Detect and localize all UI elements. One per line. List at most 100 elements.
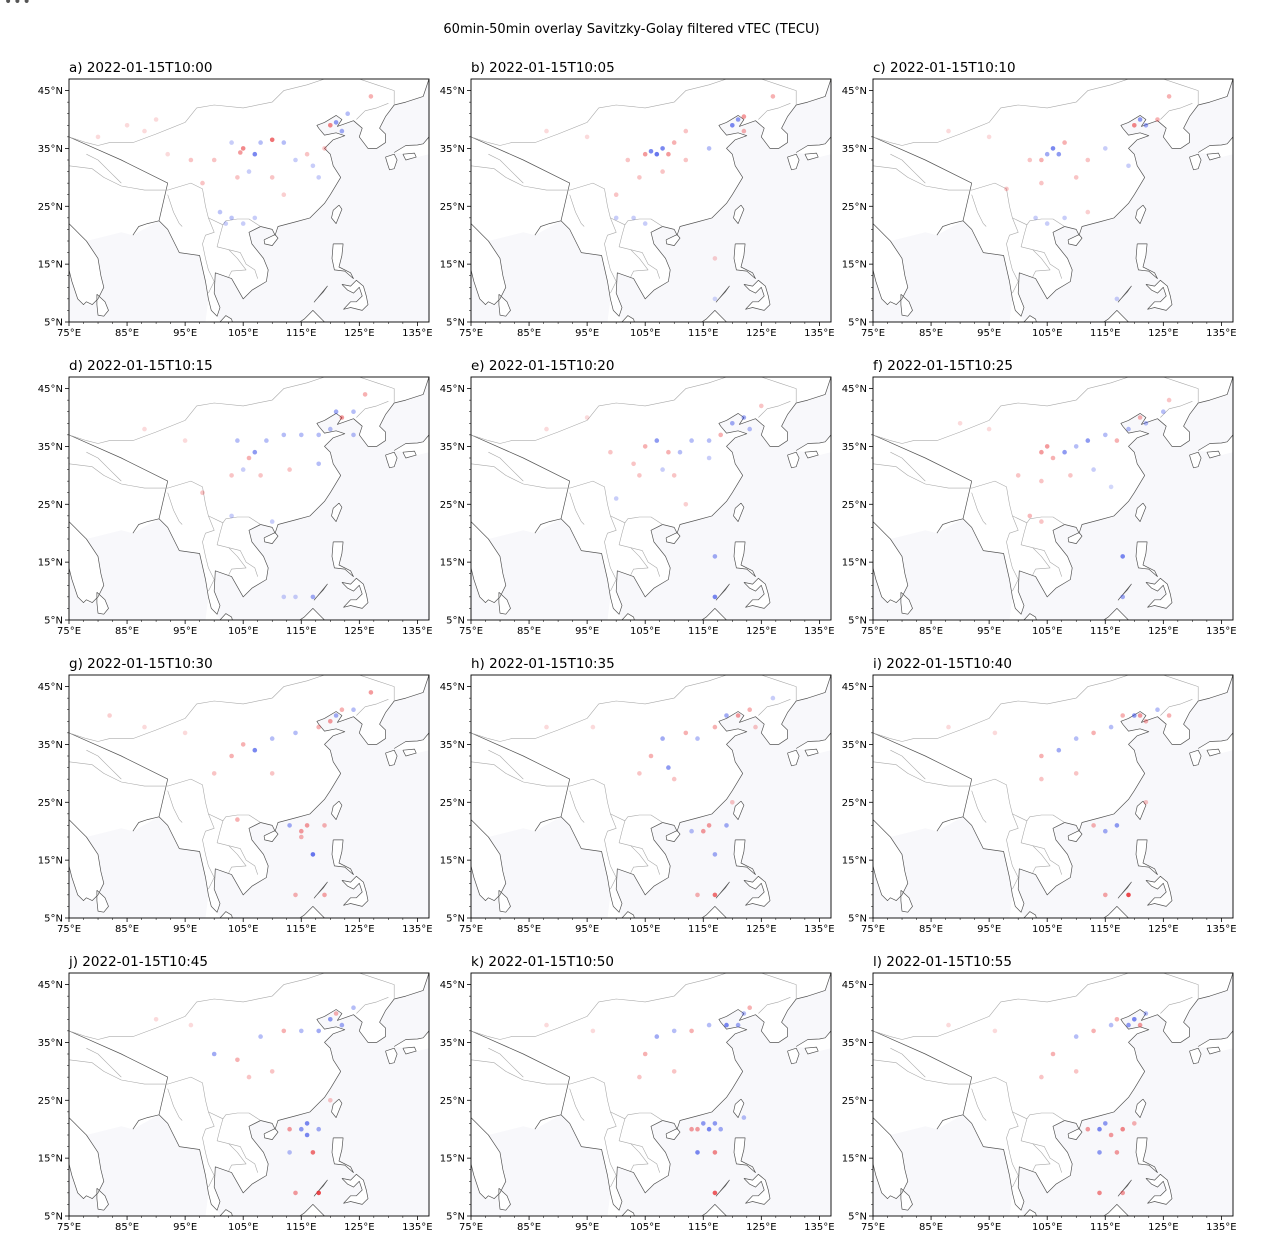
vtec-point	[1097, 1190, 1102, 1196]
vtec-point	[188, 157, 194, 163]
island	[96, 592, 109, 615]
vtec-point	[339, 1022, 345, 1028]
vtec-point	[1097, 1150, 1102, 1155]
vtec-point	[730, 421, 735, 426]
coastline	[936, 1114, 964, 1130]
vtec-point	[281, 432, 287, 438]
vtec-point	[142, 128, 147, 134]
vtec-point	[362, 392, 368, 397]
vtec-point	[741, 128, 747, 134]
vtec-point	[269, 175, 275, 180]
vtec-point	[240, 742, 246, 747]
vtec-point	[1039, 449, 1044, 455]
coastline	[1067, 1128, 1083, 1140]
vtec-point	[1137, 1022, 1143, 1028]
coastline	[1145, 279, 1173, 311]
x-tick-label: 105°E	[228, 328, 258, 339]
vtec-point	[1085, 157, 1091, 163]
y-tick-label: 35°N	[38, 442, 63, 453]
coastline	[132, 220, 160, 236]
coastline	[873, 79, 1233, 317]
x-tick-label: 85°E	[517, 328, 541, 339]
country-border	[356, 103, 389, 120]
x-tick-label: 85°E	[517, 924, 541, 935]
country-border	[69, 463, 261, 525]
vtec-point	[304, 151, 310, 157]
y-tick-label: 35°N	[38, 740, 63, 751]
panel-title: g) 2022-01-15T10:30	[69, 656, 213, 672]
x-tick-label: 95°E	[575, 328, 599, 339]
vtec-point	[712, 1121, 718, 1126]
country-border	[758, 699, 791, 716]
vtec-point	[642, 151, 648, 157]
vtec-point	[310, 163, 316, 169]
vtec-point	[608, 449, 613, 455]
ocean-area	[534, 377, 831, 620]
map-layer	[471, 675, 831, 918]
country-border	[873, 377, 1199, 444]
y-tick-label: 45°N	[440, 682, 465, 693]
menu-dots-icon[interactable]: •••	[4, 0, 32, 10]
vtec-point	[1056, 151, 1062, 157]
country-border	[890, 749, 926, 780]
y-tick-label: 45°N	[38, 384, 63, 395]
island	[1145, 280, 1172, 311]
y-tick-label: 15°N	[38, 558, 63, 569]
coastline	[743, 279, 771, 311]
vtec-point	[986, 134, 992, 140]
coastline	[621, 613, 635, 620]
x-tick-label: 135°E	[402, 328, 432, 339]
vtec-point	[770, 94, 776, 99]
coastline	[1023, 315, 1037, 322]
island	[701, 310, 727, 322]
vtec-point	[1039, 753, 1044, 759]
y-tick-label: 25°N	[440, 500, 465, 511]
coastline	[873, 675, 1233, 913]
country-border	[356, 699, 389, 716]
y-tick-label: 25°N	[842, 798, 867, 809]
coastline	[534, 1114, 562, 1130]
country-border	[618, 1118, 660, 1173]
x-tick-label: 135°E	[1206, 626, 1236, 637]
vtec-point	[107, 713, 112, 718]
country-border	[216, 224, 258, 279]
coastline	[665, 1128, 681, 1140]
island	[666, 1128, 680, 1140]
vtec-point	[293, 157, 298, 163]
coastline	[1189, 153, 1202, 171]
y-tick-label: 5°N	[848, 914, 867, 925]
x-tick-label: 115°E	[286, 626, 316, 637]
vtec-point	[333, 409, 339, 415]
x-tick-label: 135°E	[804, 924, 834, 935]
vtec-point	[211, 1051, 217, 1057]
x-tick-label: 85°E	[517, 1222, 541, 1233]
coastline	[299, 1204, 325, 1216]
vtec-point	[269, 771, 275, 776]
country-border	[69, 377, 395, 444]
island	[341, 1174, 368, 1205]
coastline	[132, 1114, 160, 1130]
coastline	[1198, 732, 1233, 749]
axes-frame	[68, 376, 430, 621]
x-tick-label: 75°E	[459, 328, 483, 339]
vtec-point	[281, 140, 287, 145]
vtec-point	[299, 432, 304, 438]
vtec-point	[293, 594, 298, 600]
axes-frame	[872, 972, 1234, 1217]
x-tick-label: 135°E	[402, 1222, 432, 1233]
island	[1103, 608, 1129, 620]
vtec-point	[269, 519, 275, 524]
ocean-area	[936, 675, 1233, 918]
map-panel: l) 2022-01-15T10:55 75°E 85°E 95°E 105°E 115°…	[842, 954, 1237, 1233]
island	[666, 234, 680, 246]
country-border	[69, 675, 395, 742]
vtec-point	[258, 473, 263, 478]
country-border	[569, 790, 585, 823]
x-tick-label: 105°E	[630, 328, 660, 339]
vtec-point	[252, 151, 258, 157]
country-border	[569, 1088, 585, 1121]
country-border	[471, 973, 797, 1040]
y-tick-label: 15°N	[440, 856, 465, 867]
vtec-point	[304, 1121, 310, 1126]
map-layer	[471, 377, 831, 620]
